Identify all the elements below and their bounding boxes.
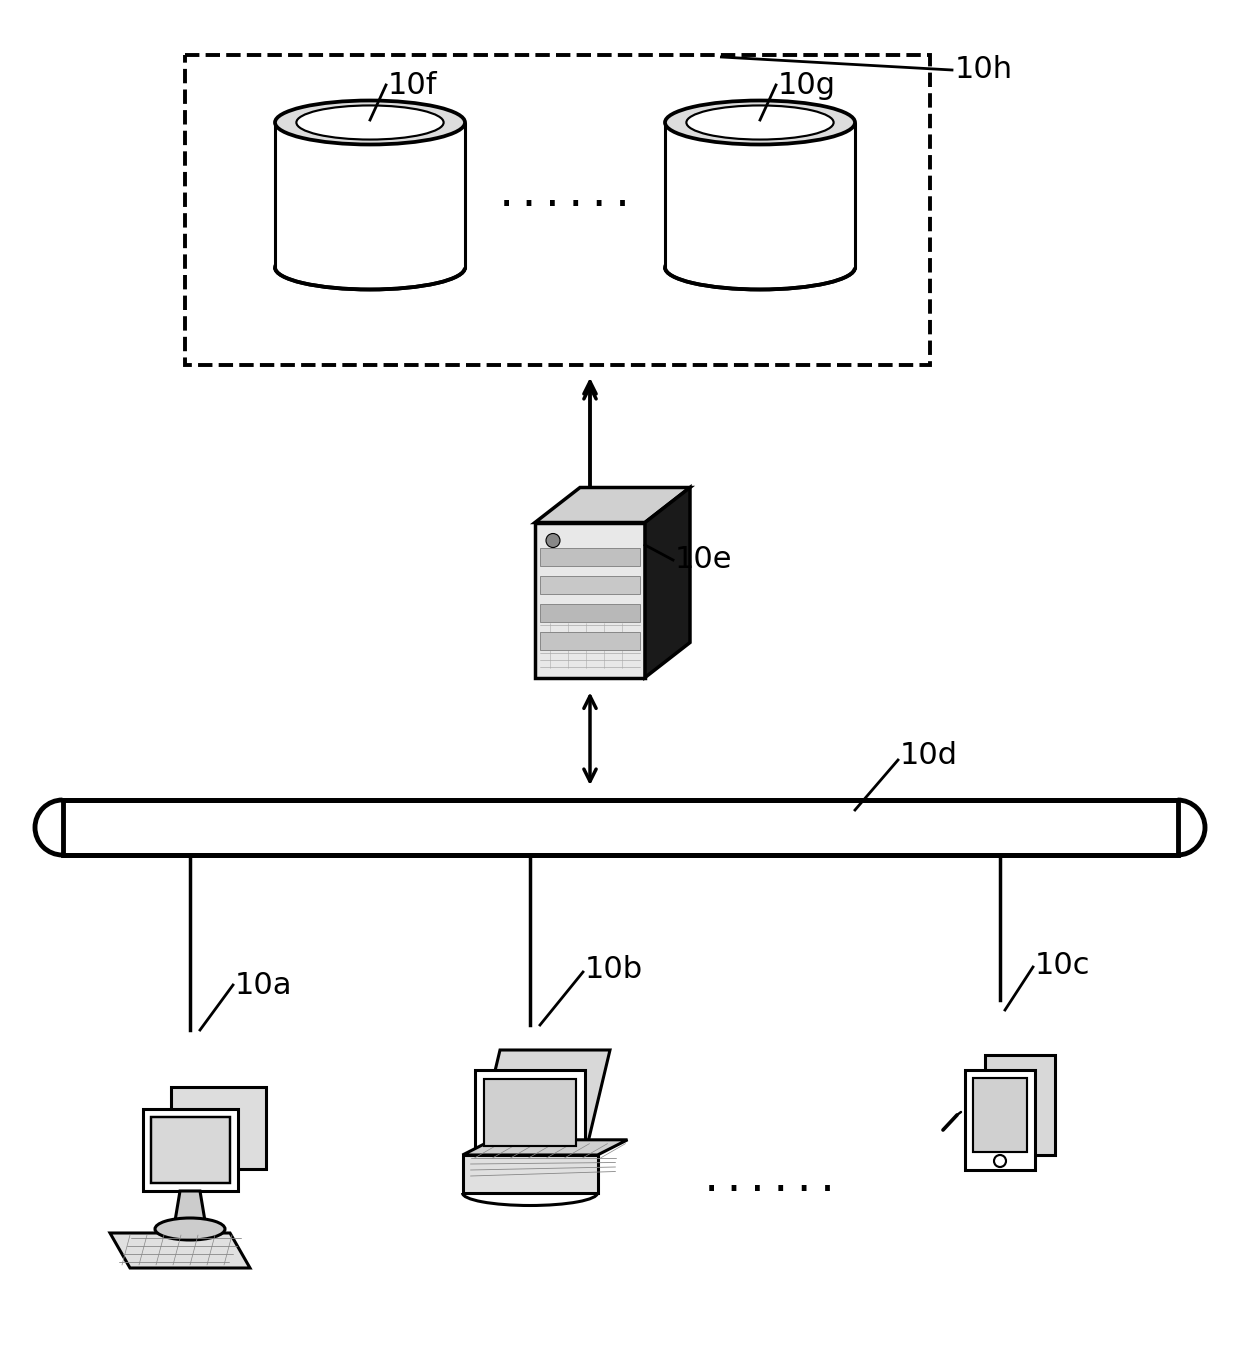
Text: 10f: 10f (388, 70, 438, 100)
Text: 10h: 10h (955, 55, 1013, 85)
Text: ......: ...... (495, 176, 635, 214)
Polygon shape (171, 1087, 265, 1169)
Text: 10c: 10c (1035, 951, 1090, 979)
Ellipse shape (275, 245, 465, 290)
Circle shape (546, 533, 560, 547)
Polygon shape (185, 55, 930, 365)
Polygon shape (475, 1070, 585, 1154)
Ellipse shape (665, 101, 856, 144)
Polygon shape (985, 1055, 1055, 1154)
Ellipse shape (665, 245, 856, 290)
Text: 10b: 10b (585, 955, 644, 985)
Polygon shape (665, 123, 856, 268)
Text: ......: ...... (699, 1161, 841, 1199)
Polygon shape (645, 488, 689, 678)
Polygon shape (475, 1051, 610, 1154)
Polygon shape (965, 1070, 1035, 1171)
Polygon shape (973, 1078, 1027, 1152)
Polygon shape (539, 547, 640, 566)
Polygon shape (143, 1109, 238, 1191)
Text: 10d: 10d (900, 741, 959, 769)
Ellipse shape (687, 105, 833, 140)
Polygon shape (463, 1154, 598, 1193)
Text: 10e: 10e (675, 546, 733, 575)
Ellipse shape (155, 1218, 224, 1241)
Circle shape (994, 1154, 1006, 1167)
Polygon shape (275, 123, 465, 268)
Polygon shape (175, 1191, 205, 1220)
Ellipse shape (275, 101, 465, 144)
FancyBboxPatch shape (62, 800, 1178, 855)
Ellipse shape (296, 105, 444, 140)
Polygon shape (539, 603, 640, 621)
Polygon shape (534, 488, 689, 523)
Polygon shape (539, 575, 640, 594)
Polygon shape (150, 1117, 229, 1183)
Polygon shape (534, 523, 645, 678)
Polygon shape (484, 1079, 577, 1146)
Polygon shape (110, 1233, 250, 1268)
Text: 10g: 10g (777, 70, 836, 100)
Polygon shape (463, 1140, 627, 1154)
Text: 10a: 10a (236, 970, 293, 999)
Polygon shape (539, 632, 640, 649)
